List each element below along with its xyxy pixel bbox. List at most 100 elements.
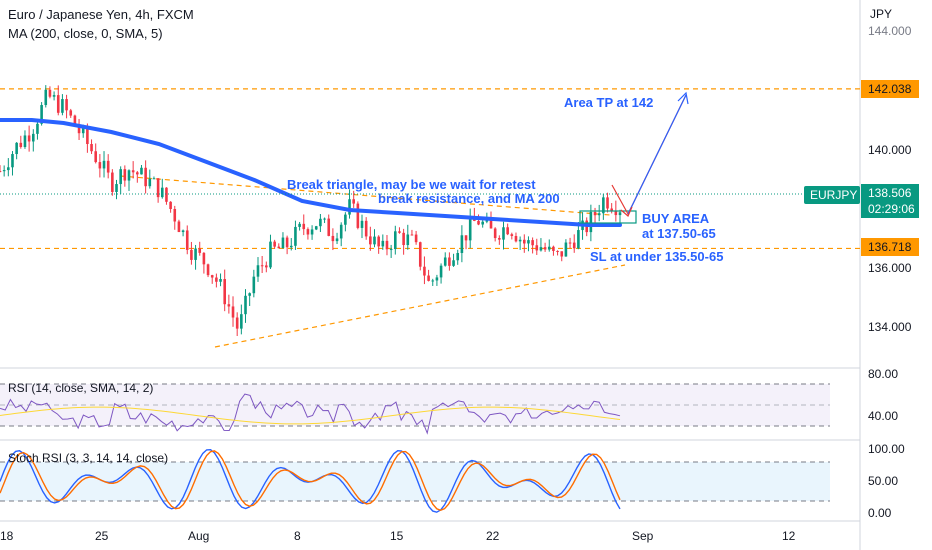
candle-body — [410, 234, 414, 236]
candle-body — [348, 199, 351, 215]
candle-body — [339, 224, 343, 239]
candle-body — [152, 178, 156, 180]
candle-body — [406, 234, 410, 246]
candle-body — [435, 277, 439, 281]
candle-body — [285, 237, 289, 248]
candle-body — [493, 228, 497, 239]
candle-body — [219, 279, 222, 282]
tp-annotation: Area TP at 142 — [564, 95, 653, 110]
candle-body — [572, 242, 576, 249]
triangle-annotation-2: break resistance, and MA 200 — [378, 191, 560, 206]
tp-arrow-line — [627, 94, 687, 215]
candle-body — [206, 264, 210, 276]
candle-body — [568, 242, 572, 244]
candle-body — [597, 213, 601, 216]
candle-body — [115, 184, 118, 192]
candle-body — [181, 230, 185, 233]
candle-body — [423, 266, 426, 276]
ma-indicator-header[interactable]: MA (200, close, 0, SMA, 5) — [8, 26, 163, 41]
candle-body — [185, 230, 189, 250]
stoch-tick-50: 50.00 — [868, 474, 898, 488]
candle-body — [94, 151, 98, 163]
candle-body — [543, 247, 547, 250]
stoch-title: Stoch RSI (3, 3, 14, 14, close) — [8, 451, 168, 465]
candle-body — [52, 95, 56, 97]
candle-body — [577, 230, 580, 249]
price-tick-140: 140.000 — [868, 143, 912, 157]
candle-body — [610, 208, 613, 211]
rsi-tick-40: 40.00 — [868, 409, 898, 423]
symbol-header[interactable]: Euro / Japanese Yen, 4h, FXCM — [8, 7, 194, 22]
candle-body — [281, 237, 285, 249]
candle-body — [265, 265, 268, 268]
candle-body — [0, 171, 2, 172]
candle-body — [319, 218, 322, 227]
candle-body — [106, 160, 110, 173]
candle-body — [19, 142, 23, 148]
candle-body — [335, 238, 339, 242]
candle-body — [244, 295, 247, 315]
price-tick-144: 144.000 — [868, 24, 912, 38]
candle-body — [385, 240, 389, 250]
candle-body — [65, 99, 68, 111]
candle-body — [248, 293, 251, 296]
candle-body — [506, 227, 509, 235]
candle-body — [556, 250, 559, 252]
candle-body — [464, 235, 468, 241]
candle-body — [111, 172, 114, 192]
candle-body — [165, 187, 168, 202]
time-label-12: 12 — [782, 529, 796, 543]
candle-body — [606, 197, 609, 209]
badge-136 — [861, 238, 919, 256]
candle-body — [252, 276, 256, 294]
candle-body — [352, 199, 355, 204]
candle-body — [593, 211, 597, 216]
candle-body — [190, 249, 193, 260]
candle-body — [2, 170, 6, 172]
candle-body — [27, 135, 31, 142]
triangle-lines — [119, 175, 626, 348]
candle-body — [56, 95, 60, 113]
candle-body — [131, 170, 135, 173]
candle-body — [227, 304, 231, 307]
candle-body — [156, 178, 160, 198]
candle-body — [535, 245, 539, 251]
candle-body — [198, 248, 202, 253]
candle-body — [31, 133, 35, 142]
candle-body — [323, 218, 326, 220]
candle-body — [269, 241, 272, 268]
candle-body — [86, 128, 89, 145]
retest-arrow-head — [620, 206, 633, 217]
candle-body — [210, 275, 214, 278]
candle-body — [364, 220, 368, 237]
candle-body — [439, 265, 443, 278]
candle-body — [414, 234, 418, 243]
candle-body — [302, 223, 306, 230]
candle-body — [502, 227, 505, 240]
candle-body — [418, 242, 422, 267]
candle-body — [15, 142, 18, 155]
candle-body — [298, 223, 301, 227]
candle-body — [127, 170, 131, 181]
candle-body — [11, 154, 14, 168]
candle-body — [477, 220, 480, 225]
candle-body — [560, 251, 564, 257]
candle-body — [552, 246, 555, 251]
candle-body — [402, 232, 405, 246]
candle-body — [123, 169, 127, 181]
candle-body — [389, 249, 393, 251]
candle-body — [48, 89, 52, 97]
buy-area-box — [579, 210, 637, 224]
candle-body — [602, 197, 605, 214]
candle-body — [398, 231, 401, 233]
price-tick-136: 136.000 — [868, 261, 912, 275]
candle-body — [260, 265, 264, 267]
candle-body — [90, 144, 93, 152]
candle-body — [69, 110, 73, 116]
ma200-line — [0, 118, 622, 227]
candle-body — [539, 247, 543, 251]
candle-body — [215, 277, 218, 282]
candle-body — [306, 229, 310, 235]
candle-body — [144, 167, 147, 187]
